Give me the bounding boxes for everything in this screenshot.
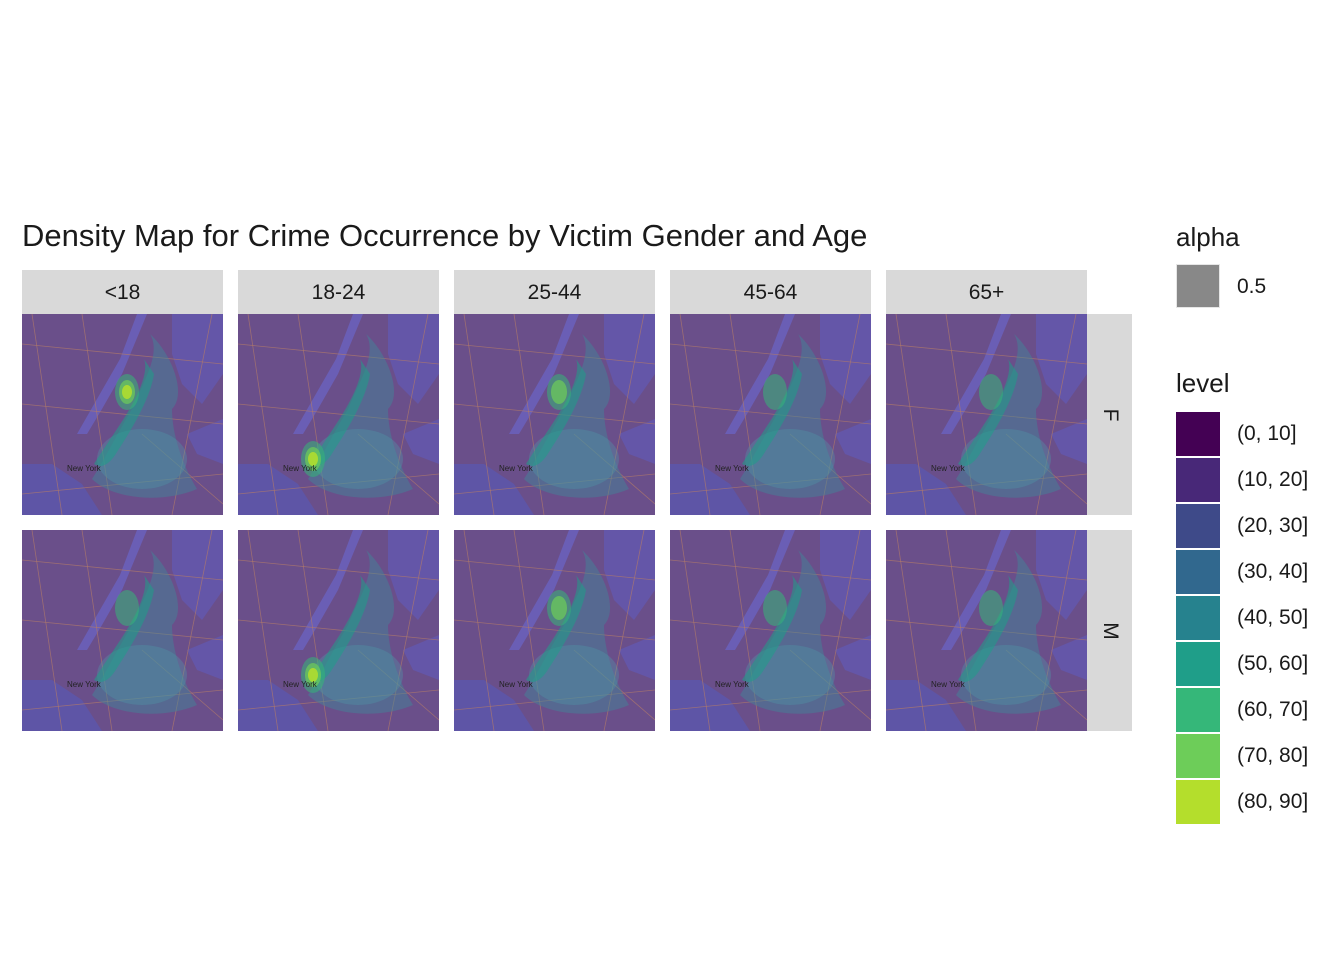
facet-strip-col-2: 18-24 [238,270,439,314]
map-panel-f-3: New York [454,314,655,515]
map-panel-f-1: New York [22,314,223,515]
facet-strip-col-3: 25-44 [454,270,655,314]
city-label: New York [283,464,318,473]
city-label: New York [931,680,966,689]
legend-level-label: (70, 80] [1237,744,1309,767]
facet-strip-row-f-label: F [1098,408,1122,421]
legend-level-swatch [1176,780,1220,824]
density-map: New York [886,530,1087,731]
density-map: New York [454,314,655,515]
city-label: New York [931,464,966,473]
map-panel-m-1: New York [22,530,223,731]
facet-strip-col-5: 65+ [886,270,1087,314]
density-map: New York [238,530,439,731]
map-panel-m-3: New York [454,530,655,731]
legend-level-label: (10, 20] [1237,468,1309,491]
legend-alpha-key [1176,264,1220,308]
legend-level-label: (0, 10] [1237,422,1297,445]
legend-alpha-title: alpha [1176,222,1240,252]
density-map: New York [886,314,1087,515]
city-label: New York [499,464,534,473]
legend-level-swatch [1176,412,1220,456]
legend-level-swatch [1176,688,1220,732]
map-panel-m-2: New York [238,530,439,731]
legend-level-label: (60, 70] [1237,698,1309,721]
map-panel-m-4: New York [670,530,871,731]
density-map: New York [454,530,655,731]
density-map: New York [238,314,439,515]
density-map: New York [670,530,871,731]
density-map: New York [22,314,223,515]
density-map: New York [22,530,223,731]
facet-strip-col-4: 45-64 [670,270,871,314]
legend-level-title: level [1176,368,1230,398]
legend-level-swatch [1176,596,1220,640]
city-label: New York [67,464,102,473]
city-label: New York [499,680,534,689]
legend-level-swatch [1176,550,1220,594]
legend-level-swatch [1176,642,1220,686]
facet-strip-row-m: M [1087,530,1132,731]
legend-level-label: (40, 50] [1237,606,1309,629]
legend-level-swatch [1176,734,1220,778]
map-panel-m-5: New York [886,530,1087,731]
city-label: New York [715,464,750,473]
legend-alpha-label: 0.5 [1237,275,1267,298]
legend-level-label: (80, 90] [1237,790,1309,813]
legend-level-swatch [1176,504,1220,548]
legend-level-label: (20, 30] [1237,514,1309,537]
facet-strip-col-1: <18 [22,270,223,314]
map-panel-f-4: New York [670,314,871,515]
legend-level-label: (30, 40] [1237,560,1309,583]
legend-level-swatch [1176,458,1220,502]
city-label: New York [715,680,750,689]
city-label: New York [283,680,318,689]
facet-strip-row-f: F [1087,314,1132,515]
map-panel-f-2: New York [238,314,439,515]
facet-strip-row-m-label: M [1098,621,1122,640]
legend-level-label: (50, 60] [1237,652,1309,675]
map-panel-f-5: New York [886,314,1087,515]
city-label: New York [67,680,102,689]
chart-title: Density Map for Crime Occurrence by Vict… [22,218,868,253]
density-map: New York [670,314,871,515]
